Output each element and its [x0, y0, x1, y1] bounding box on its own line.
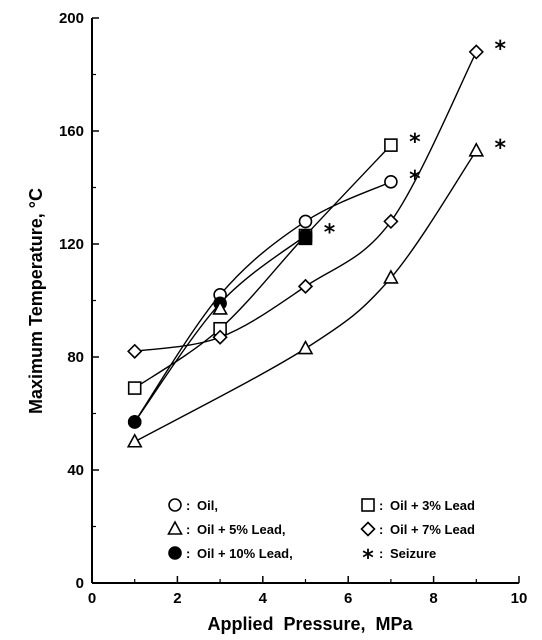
legend-label: Seizure	[390, 546, 436, 561]
x-tick-label: 0	[88, 590, 96, 607]
legend-separator: :	[379, 546, 383, 561]
y-tick-label: 200	[59, 10, 84, 27]
legend-separator: :	[379, 522, 383, 537]
y-tick-label: 80	[67, 349, 84, 366]
data-point	[384, 175, 398, 189]
data-point	[297, 278, 314, 295]
legend-label: Oil + 3% Lead	[390, 498, 475, 513]
series-markers: * * * * *	[126, 37, 507, 448]
seizure-marker: *	[409, 130, 421, 155]
x-tick-label: 6	[344, 590, 352, 607]
x-tick-label: 2	[173, 590, 181, 607]
legend-label: Oil + 10% Lead,	[197, 546, 293, 561]
y-tick-label: 120	[59, 236, 84, 253]
data-point	[468, 44, 484, 60]
data-point	[298, 214, 313, 229]
legend-separator: :	[186, 522, 190, 537]
legend-marker	[168, 546, 182, 560]
legend-marker: *	[362, 546, 374, 571]
legend: : Oil,: Oil + 3% Lead: Oil + 5% Lead,: Oil +…	[167, 498, 475, 571]
series-line	[134, 150, 477, 443]
series-line	[134, 51, 477, 353]
legend-marker	[168, 498, 182, 512]
data-point	[212, 329, 228, 345]
data-point	[383, 213, 399, 230]
data-point	[384, 138, 398, 152]
data-point	[468, 142, 485, 157]
legend-separator: :	[186, 546, 190, 561]
legend-label: Oil + 5% Lead,	[197, 522, 286, 537]
x-axis-title: Applied Pressure, MPa	[207, 614, 413, 634]
data-point	[127, 415, 142, 429]
data-point	[127, 381, 142, 395]
x-tick-label: 10	[511, 590, 528, 607]
legend-separator: :	[379, 498, 383, 513]
data-point	[297, 339, 314, 355]
data-point	[298, 231, 313, 246]
y-tick-label: 40	[67, 462, 84, 479]
legend-marker	[360, 521, 376, 537]
legend-label: Oil + 7% Lead	[390, 522, 475, 537]
data-point	[126, 433, 143, 448]
series-line	[134, 181, 392, 423]
series-curves	[134, 51, 477, 443]
data-point	[127, 343, 143, 359]
seizure-marker: *	[324, 221, 336, 246]
x-tick-label: 8	[429, 590, 437, 607]
legend-marker	[361, 498, 375, 512]
legend-marker	[167, 520, 183, 535]
y-tick-label: 160	[59, 123, 84, 140]
seizure-marker: *	[495, 37, 507, 62]
seizure-marker: *	[409, 167, 421, 192]
y-tick-label: 0	[76, 575, 84, 592]
legend-label: Oil,	[197, 498, 218, 513]
legend-separator: :	[186, 498, 190, 513]
x-tick-label: 4	[259, 590, 268, 607]
data-point	[383, 269, 399, 284]
axes: 0 2 4 6 8 10 0 40 80 120 160 200	[59, 10, 527, 607]
y-axis-title: Maximum Temperature, °C	[26, 188, 46, 414]
data-point	[212, 300, 228, 315]
seizure-marker: *	[495, 136, 507, 161]
